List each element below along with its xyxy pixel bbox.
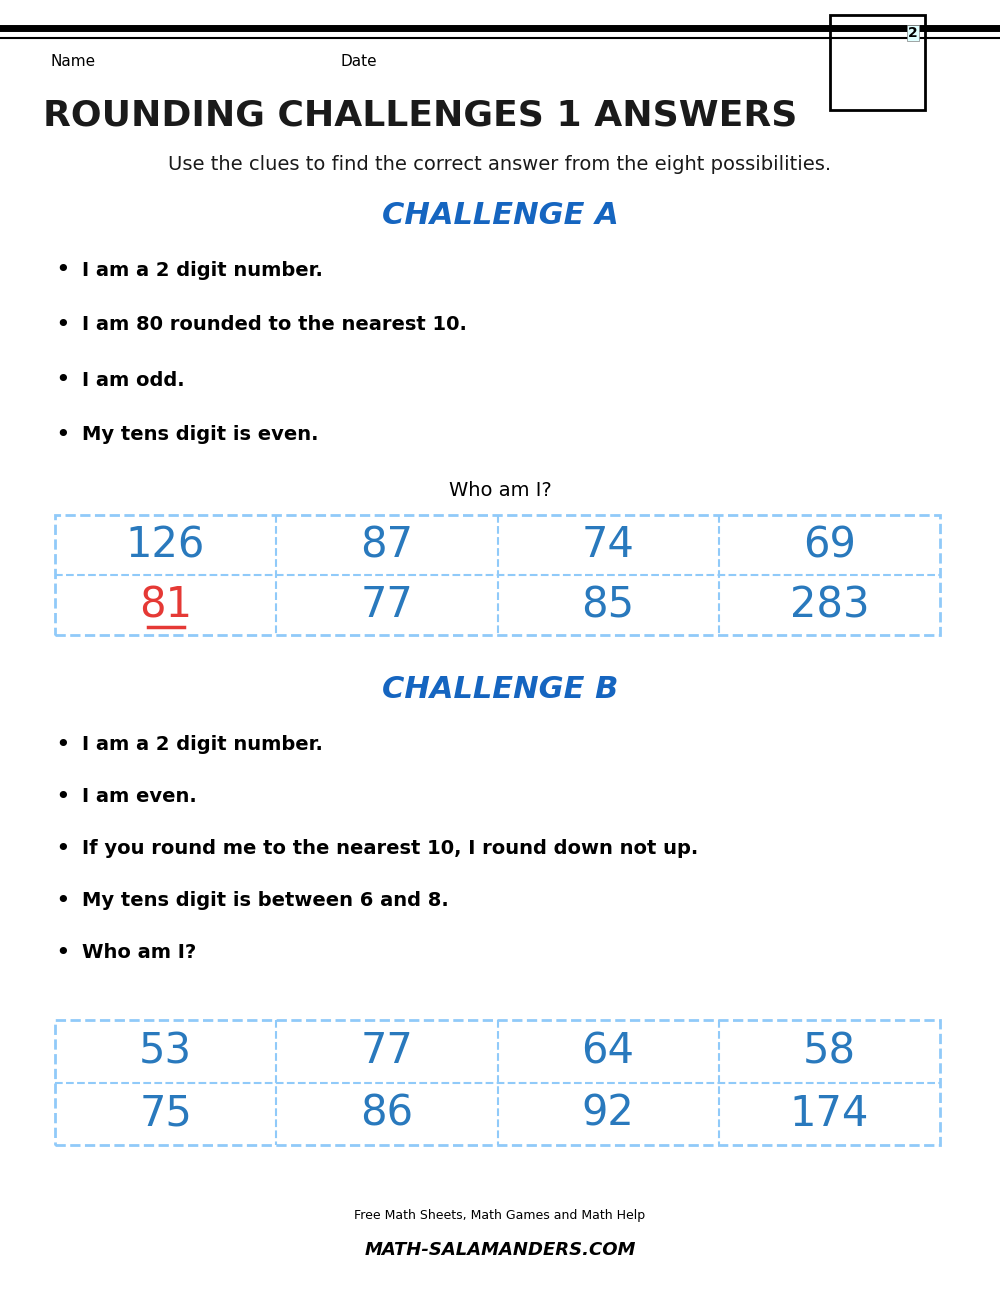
Text: Who am I?: Who am I? bbox=[449, 480, 551, 499]
Text: •: • bbox=[55, 313, 70, 336]
Text: 69: 69 bbox=[803, 524, 856, 565]
Text: If you round me to the nearest 10, I round down not up.: If you round me to the nearest 10, I rou… bbox=[82, 840, 698, 858]
Text: My tens digit is even.: My tens digit is even. bbox=[82, 426, 318, 445]
Text: I am 80 rounded to the nearest 10.: I am 80 rounded to the nearest 10. bbox=[82, 316, 467, 335]
Bar bbox=[55, 515, 940, 635]
Text: 58: 58 bbox=[803, 1030, 856, 1073]
Text: I am a 2 digit number.: I am a 2 digit number. bbox=[82, 735, 323, 754]
Text: I am a 2 digit number.: I am a 2 digit number. bbox=[82, 260, 323, 280]
Text: I am even.: I am even. bbox=[82, 788, 197, 806]
Text: Name: Name bbox=[50, 54, 95, 70]
Text: Use the clues to find the correct answer from the eight possibilities.: Use the clues to find the correct answer… bbox=[168, 155, 832, 175]
Text: Who am I?: Who am I? bbox=[82, 943, 196, 963]
Text: •: • bbox=[55, 258, 70, 282]
Text: Date: Date bbox=[340, 54, 377, 70]
Text: ROUNDING CHALLENGES 1 ANSWERS: ROUNDING CHALLENGES 1 ANSWERS bbox=[43, 98, 797, 132]
Text: 87: 87 bbox=[360, 524, 413, 565]
Text: 126: 126 bbox=[126, 524, 205, 565]
Text: 2: 2 bbox=[908, 26, 918, 40]
Text: •: • bbox=[55, 837, 70, 861]
Text: 283: 283 bbox=[790, 584, 869, 626]
Text: 77: 77 bbox=[360, 1030, 413, 1073]
Text: •: • bbox=[55, 785, 70, 809]
Text: 86: 86 bbox=[360, 1092, 413, 1135]
Text: •: • bbox=[55, 423, 70, 446]
Text: 64: 64 bbox=[582, 1030, 635, 1073]
Bar bbox=[55, 1020, 940, 1145]
Text: 85: 85 bbox=[582, 584, 635, 626]
Bar bbox=[830, 16, 925, 110]
Text: 75: 75 bbox=[139, 1092, 192, 1135]
Text: My tens digit is between 6 and 8.: My tens digit is between 6 and 8. bbox=[82, 892, 449, 911]
Text: 77: 77 bbox=[360, 584, 413, 626]
Text: I am odd.: I am odd. bbox=[82, 370, 185, 389]
Text: 74: 74 bbox=[582, 524, 635, 565]
Text: CHALLENGE A: CHALLENGE A bbox=[382, 201, 618, 229]
Text: Free Math Sheets, Math Games and Math Help: Free Math Sheets, Math Games and Math He… bbox=[354, 1209, 646, 1222]
Text: 53: 53 bbox=[139, 1030, 192, 1073]
Text: •: • bbox=[55, 941, 70, 965]
Text: CHALLENGE B: CHALLENGE B bbox=[382, 675, 618, 704]
Text: 92: 92 bbox=[582, 1092, 635, 1135]
Text: •: • bbox=[55, 889, 70, 914]
Text: 174: 174 bbox=[790, 1092, 869, 1135]
Text: •: • bbox=[55, 732, 70, 757]
Text: MATH-SALAMANDERS.COM: MATH-SALAMANDERS.COM bbox=[364, 1241, 636, 1259]
Text: •: • bbox=[55, 367, 70, 392]
Text: 81: 81 bbox=[139, 584, 192, 626]
